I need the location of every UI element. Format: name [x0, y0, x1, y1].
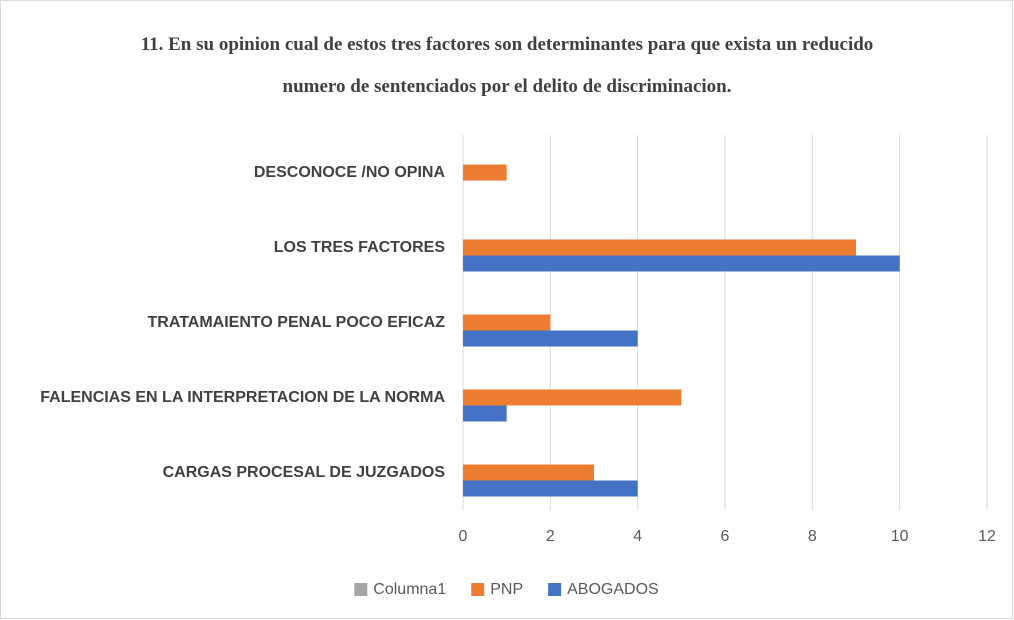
legend-label: ABOGADOS: [567, 581, 659, 598]
bar: [463, 239, 856, 256]
x-tick-label: 8: [808, 528, 817, 545]
bar: [463, 480, 638, 497]
bar: [463, 255, 900, 272]
y-tick-label: LOS TRES FACTORES: [20, 235, 445, 260]
y-tick-label: CARGAS PROCESAL DE JUZGADOS: [20, 460, 445, 485]
y-tick-text: LOS TRES FACTORES: [273, 239, 445, 256]
y-tick-text: FALENCIAS EN LA INTERPRETACION DE LA NOR…: [40, 389, 445, 406]
y-tick-text: TRATAMAIENTO PENAL POCO EFICAZ: [147, 314, 445, 331]
y-tick-text: DESCONOCE /NO OPINA: [253, 164, 445, 181]
bar: [463, 389, 682, 406]
x-tick-label: 12: [978, 528, 996, 545]
legend-swatch: [471, 583, 485, 596]
y-tick-label: FALENCIAS EN LA INTERPRETACION DE LA NOR…: [20, 385, 445, 410]
bar: [463, 314, 551, 331]
y-tick-text: CARGAS PROCESAL DE JUZGADOS: [162, 464, 445, 481]
bar: [463, 330, 638, 347]
legend-swatch: [354, 583, 368, 596]
x-tick-label: 0: [459, 528, 468, 545]
y-tick-label: TRATAMAIENTO PENAL POCO EFICAZ: [20, 310, 445, 335]
legend-label: PNP: [490, 581, 523, 598]
legend-label: Columna1: [373, 581, 446, 598]
bar: [463, 405, 507, 422]
x-tick-label: 6: [721, 528, 730, 545]
x-tick-label: 2: [546, 528, 555, 545]
legend-swatch: [548, 583, 562, 596]
x-tick-label: 10: [891, 528, 909, 545]
y-tick-label: DESCONOCE /NO OPINA: [20, 160, 445, 185]
chart-title: 11. En su opinion cual de estos tres fac…: [140, 34, 874, 97]
bar: [463, 464, 594, 481]
x-tick-label: 4: [633, 528, 642, 545]
bar: [463, 164, 507, 181]
